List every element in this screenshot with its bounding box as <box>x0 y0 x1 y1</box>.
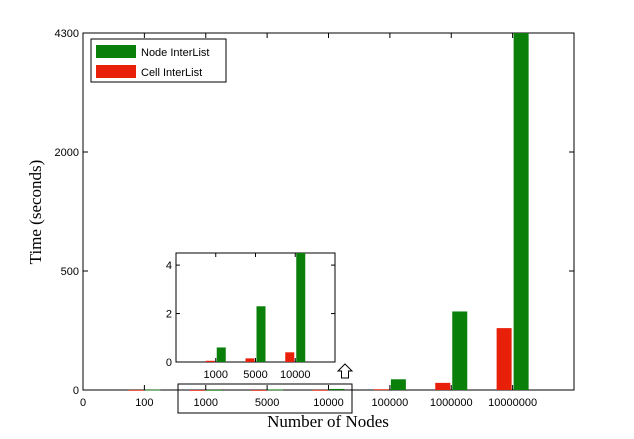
x-tick-label: 0 <box>80 397 86 409</box>
inset-bar-node-interlist <box>216 347 226 362</box>
inset-bar-cell-interlist <box>285 352 295 362</box>
inset-y-tick-label: 2 <box>166 309 172 321</box>
x-tick-label: 10000000 <box>488 397 537 409</box>
legend-swatch-node <box>96 45 136 58</box>
bar-node-interlist <box>513 33 529 390</box>
bar-cell-interlist <box>128 389 144 391</box>
inset-y-axis-ticks: 0 2 4 <box>166 260 335 369</box>
bar-cell-interlist <box>189 389 205 391</box>
bar-node-interlist <box>206 389 222 391</box>
inset-bar-node-interlist <box>256 306 266 362</box>
inset-bar-node-interlist <box>296 253 306 362</box>
inset-x-tick-label: 1000 <box>204 369 228 381</box>
x-tick-label: 10000 <box>313 397 344 409</box>
inset-y-tick-label: 0 <box>166 357 172 369</box>
bar-cell-interlist <box>251 389 267 391</box>
x-axis-title: Number of Nodes <box>267 412 389 431</box>
y-axis-title: Time (seconds) <box>26 160 45 265</box>
legend-label-cell: Cell InterList <box>141 67 202 79</box>
bar-node-interlist <box>452 311 468 390</box>
x-tick-label: 100000 <box>372 397 409 409</box>
y-tick-label: 0 <box>73 385 79 397</box>
y-tick-label: 2000 <box>55 147 79 159</box>
bar-node-interlist <box>329 388 345 390</box>
legend-swatch-cell <box>96 65 136 78</box>
bar-cell-interlist <box>312 389 328 391</box>
inset-y-tick-label: 4 <box>166 260 172 272</box>
y-tick-label: 500 <box>61 266 79 278</box>
zoom-highlight-box <box>177 383 353 414</box>
x-tick-label: 5000 <box>255 397 279 409</box>
y-tick-label: 4300 <box>55 28 79 40</box>
x-axis-ticks: 0 100 1000 5000 10000 100000 1000000 10000000 <box>80 33 537 409</box>
bar-cell-interlist <box>373 389 389 391</box>
inset-x-axis-ticks: 1000 5000 10000 <box>204 253 311 381</box>
x-tick-label: 1000000 <box>430 397 473 409</box>
inset-x-tick-label: 5000 <box>243 369 267 381</box>
main-bars <box>128 33 529 391</box>
bar-node-interlist <box>390 379 406 390</box>
y-axis-ticks: 0 500 2000 4300 <box>55 28 574 397</box>
legend-label-node: Node InterList <box>141 47 209 59</box>
inset-bar-cell-interlist <box>205 360 215 362</box>
inset-bars <box>205 253 306 362</box>
bar-node-interlist <box>268 389 284 391</box>
x-tick-label: 100 <box>135 397 153 409</box>
bar-node-interlist <box>145 389 161 391</box>
bar-cell-interlist <box>435 382 451 390</box>
legend: Node InterList Cell InterList <box>90 38 227 83</box>
arrow-up-icon <box>336 363 354 379</box>
bar-cell-interlist <box>496 328 512 390</box>
x-tick-label: 1000 <box>194 397 218 409</box>
inset-plot-area <box>175 252 336 363</box>
inset-x-tick-label: 10000 <box>280 369 311 381</box>
inset-bar-cell-interlist <box>245 358 255 362</box>
